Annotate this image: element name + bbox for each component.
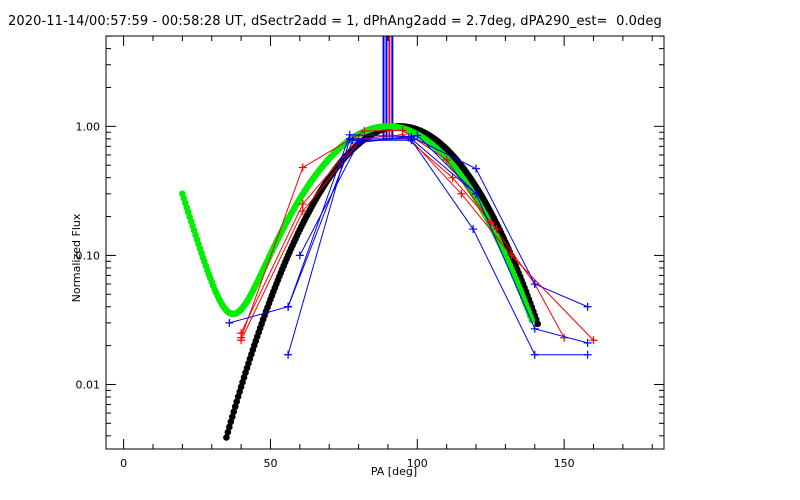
data-point	[413, 131, 422, 140]
series-line	[240, 129, 565, 339]
black-model-dot	[226, 423, 233, 431]
series-red-1	[237, 126, 569, 342]
black-model-dot	[227, 418, 235, 426]
black-model-curve	[223, 123, 542, 441]
data-point	[530, 324, 539, 333]
x-tick-label: 0	[120, 457, 127, 470]
black-model-dot	[224, 428, 232, 436]
x-tick-label: 50	[263, 457, 277, 470]
data-point	[583, 350, 592, 359]
data-point	[354, 138, 363, 147]
data-point	[360, 127, 369, 136]
green-model-curve	[179, 123, 536, 324]
data-point	[284, 302, 293, 311]
x-axis-label: PA [deg]	[371, 465, 417, 478]
series-layer	[179, 36, 598, 441]
data-point	[457, 189, 466, 198]
data-point	[298, 163, 307, 172]
data-point	[348, 136, 357, 145]
series-blue-3	[284, 136, 592, 359]
data-point	[507, 251, 516, 260]
data-point	[492, 225, 501, 234]
y-tick-label: 0.01	[76, 378, 101, 391]
y-axis-label: Normalized Flux	[70, 213, 83, 302]
data-point	[583, 338, 592, 347]
black-model-dot	[228, 413, 236, 421]
black-model-dot	[534, 320, 542, 328]
data-point	[407, 136, 416, 145]
data-point	[589, 336, 598, 345]
x-tick-label: 100	[407, 457, 428, 470]
series-line	[299, 134, 477, 256]
black-model-dot	[223, 434, 230, 441]
data-point	[472, 189, 481, 198]
black-model-dot	[230, 408, 238, 415]
data-point	[469, 225, 478, 234]
data-point	[295, 251, 304, 260]
data-point	[448, 173, 457, 182]
axes-layer: 0 50 100 150 0.01 0.10 1.00	[76, 35, 665, 470]
data-point	[284, 350, 293, 359]
series-red-3	[237, 133, 598, 345]
series-blue-4	[295, 131, 481, 260]
plot-frame	[105, 35, 665, 450]
data-point	[442, 155, 451, 164]
data-point	[530, 280, 539, 289]
chart-title: 2020-11-14/00:57:59 - 00:58:28 UT, dSect…	[8, 14, 662, 29]
data-point	[237, 336, 246, 345]
series-line	[287, 139, 588, 356]
data-point	[472, 164, 481, 173]
x-tick-label: 150	[554, 457, 575, 470]
data-point	[298, 200, 307, 209]
data-point	[225, 318, 234, 327]
y-tick-label: 1.00	[76, 120, 101, 133]
black-model-dot	[231, 403, 239, 410]
data-point	[237, 329, 246, 338]
series-line	[240, 134, 497, 334]
y-tick-label: 0.10	[76, 249, 101, 262]
data-point	[530, 350, 539, 359]
data-point	[298, 207, 307, 216]
data-point	[583, 302, 592, 311]
